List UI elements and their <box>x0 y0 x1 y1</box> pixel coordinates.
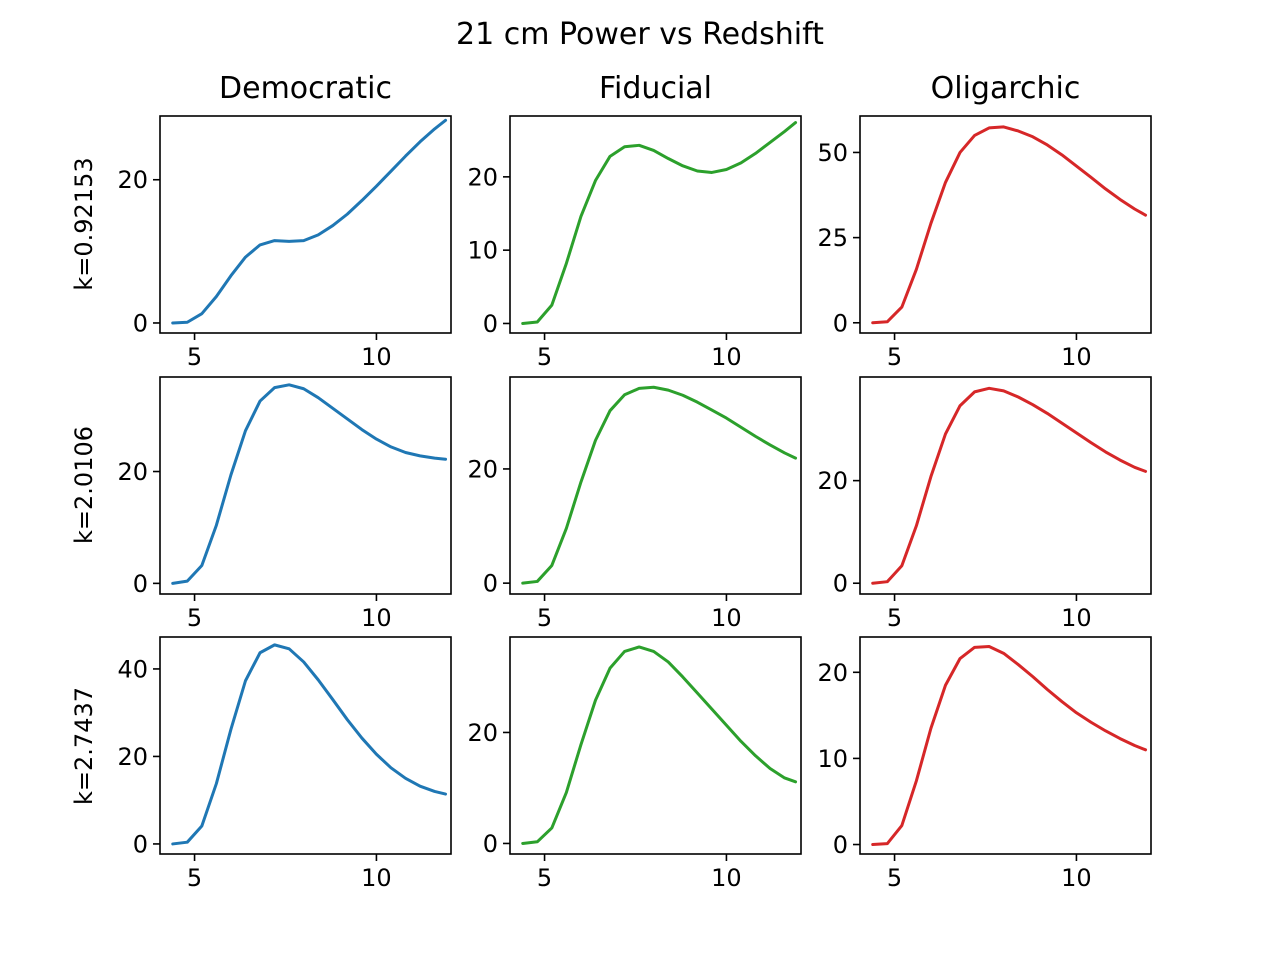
y-tick-label-r2-c0-0: 0 <box>133 830 148 858</box>
x-tick-label-r2-c0-0: 5 <box>187 864 202 892</box>
series-line-r0-c0 <box>171 118 448 325</box>
y-tick-label-r2-c1-0: 0 <box>483 830 498 858</box>
row-label-k-0-92153: k=0.92153 <box>70 157 98 290</box>
x-tick-label-r1-c1-0: 5 <box>537 604 552 632</box>
figure-title: 21 cm Power vs Redshift <box>456 17 824 52</box>
subplot-r2-c2: 5 10 0 10 20 <box>817 636 1152 892</box>
axes-frame-r2-c1 <box>509 636 802 855</box>
series-line-r1-c2 <box>871 386 1148 585</box>
series-line-r1-c0 <box>171 383 448 585</box>
y-tick-label-r1-c0-1: 20 <box>117 458 148 486</box>
x-tick-label-r1-c2-0: 5 <box>887 604 902 632</box>
series-line-r1-c1 <box>521 385 798 585</box>
y-tick-label-r2-c2-1: 10 <box>817 745 848 773</box>
y-tick-label-r0-c0-0: 0 <box>133 309 148 337</box>
x-tick-label-r0-c0-1: 10 <box>361 343 392 371</box>
x-tick-label-r0-c1-0: 5 <box>537 343 552 371</box>
axes-frame-r1-c2 <box>859 376 1152 595</box>
y-tick-label-r2-c0-1: 20 <box>117 743 148 771</box>
subplot-r1-c0: 5 10 0 20 <box>117 376 452 632</box>
axes-frame-r0-c1 <box>509 115 802 334</box>
y-tick-label-r0-c1-0: 0 <box>483 310 498 338</box>
series-line-r0-c2 <box>871 125 1148 325</box>
y-tick-label-r0-c1-1: 10 <box>467 237 498 265</box>
x-tick-label-r2-c2-1: 10 <box>1061 864 1092 892</box>
y-tick-label-r1-c0-0: 0 <box>133 570 148 598</box>
x-tick-label-r0-c2-0: 5 <box>887 343 902 371</box>
y-tick-label-r1-c1-0: 0 <box>483 570 498 598</box>
series-line-r2-c2 <box>871 644 1148 847</box>
axes-frame-r0-c2 <box>859 115 1152 334</box>
x-tick-label-r2-c1-0: 5 <box>537 864 552 892</box>
x-tick-label-r0-c0-0: 5 <box>187 343 202 371</box>
subplot-r2-c1: 5 10 0 20 <box>467 636 802 892</box>
axes-frame-r2-c2 <box>859 636 1152 855</box>
series-line-r2-c0 <box>171 643 448 846</box>
series-line-r2-c1 <box>521 645 798 845</box>
x-tick-label-r1-c0-1: 10 <box>361 604 392 632</box>
row-label-k-2-0106: k=2.0106 <box>70 426 98 544</box>
x-tick-label-r2-c1-1: 10 <box>711 864 742 892</box>
y-tick-label-r2-c1-1: 20 <box>467 719 498 747</box>
subplot-r2-c0: 5 10 0 20 40 <box>117 636 452 892</box>
axes-frame-r1-c0 <box>159 376 452 595</box>
column-title-oligarchic: Oligarchic <box>931 71 1081 106</box>
y-tick-label-r1-c1-1: 20 <box>467 455 498 483</box>
x-tick-label-r2-c2-0: 5 <box>887 864 902 892</box>
y-tick-label-r2-c2-2: 20 <box>817 659 848 687</box>
x-tick-label-r1-c1-1: 10 <box>711 604 742 632</box>
y-tick-label-r0-c2-0: 0 <box>833 309 848 337</box>
subplot-r0-c2: 5 10 0 25 50 <box>817 115 1152 371</box>
column-title-fiducial: Fiducial <box>599 71 712 106</box>
axes-frame-r2-c0 <box>159 636 452 855</box>
y-tick-label-r2-c0-2: 40 <box>117 655 148 683</box>
column-title-democratic: Democratic <box>219 71 392 106</box>
x-tick-label-r2-c0-1: 10 <box>361 864 392 892</box>
subplot-r1-c1: 5 10 0 20 <box>467 376 802 632</box>
y-tick-label-r0-c2-2: 50 <box>817 139 848 167</box>
axes-frame-r1-c1 <box>509 376 802 595</box>
y-tick-label-r0-c2-1: 25 <box>817 224 848 252</box>
subplot-r0-c0: 5 10 0 20 <box>117 115 452 371</box>
y-tick-label-r2-c2-0: 0 <box>833 831 848 859</box>
x-tick-label-r0-c1-1: 10 <box>711 343 742 371</box>
x-tick-label-r1-c0-0: 5 <box>187 604 202 632</box>
axes-frame-r0-c0 <box>159 115 452 334</box>
x-tick-label-r1-c2-1: 10 <box>1061 604 1092 632</box>
subplot-r0-c1: 5 10 0 10 20 <box>467 115 802 371</box>
y-tick-label-r1-c2-0: 0 <box>833 570 848 598</box>
subplot-r1-c2: 5 10 0 20 <box>817 376 1152 632</box>
series-line-r0-c1 <box>521 121 798 325</box>
y-tick-label-r1-c2-1: 20 <box>817 467 848 495</box>
y-tick-label-r0-c1-2: 20 <box>467 163 498 191</box>
row-label-k-2-7437: k=2.7437 <box>70 687 98 805</box>
y-tick-label-r0-c0-1: 20 <box>117 166 148 194</box>
x-tick-label-r0-c2-1: 10 <box>1061 343 1092 371</box>
